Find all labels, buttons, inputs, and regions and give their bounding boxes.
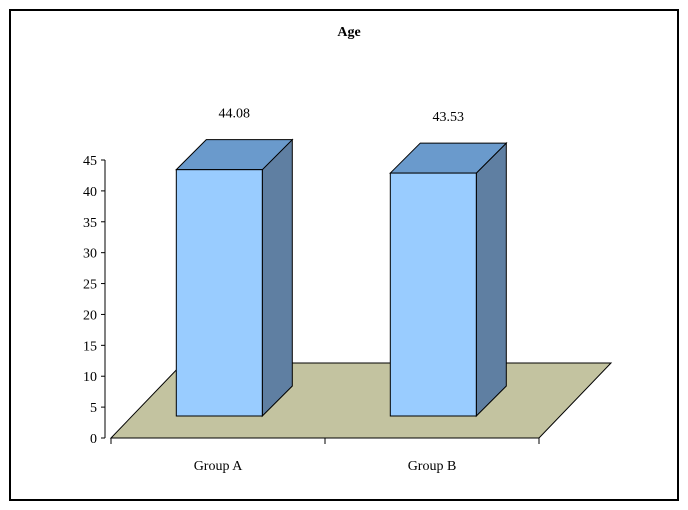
- chart-frame: 0 5 10 15 20 25 30 35 40 45 44.08 Group A 43.53 Group…: [9, 9, 679, 501]
- bar-side-face: [475, 141, 507, 418]
- y-tick-label: 30: [83, 247, 97, 262]
- bar-front-face: [389, 172, 477, 417]
- y-tick-label: 10: [83, 370, 97, 385]
- x-tick-label: Group A: [194, 459, 244, 474]
- y-tick-label: 25: [83, 278, 97, 293]
- bar[interactable]: [175, 138, 294, 418]
- y-tick-label: 5: [90, 401, 97, 416]
- bar-side-face: [261, 138, 293, 418]
- bar-chart: 0 5 10 15 20 25 30 35 40 45 44.08 Group A 43.53 Group…: [83, 25, 613, 474]
- y-tick-label: 35: [83, 216, 97, 231]
- bar[interactable]: [389, 141, 508, 418]
- bar-front-face: [175, 169, 263, 417]
- y-tick-label: 40: [83, 185, 97, 200]
- y-tick-label: 15: [83, 339, 97, 354]
- data-label: 44.08: [219, 107, 251, 122]
- y-tick-label: 0: [90, 432, 97, 447]
- y-tick-label: 45: [83, 154, 97, 169]
- y-tick-label: 20: [83, 308, 97, 323]
- data-label: 43.53: [433, 110, 465, 125]
- chart-title: Age: [337, 25, 360, 40]
- x-tick-label: Group B: [408, 459, 457, 474]
